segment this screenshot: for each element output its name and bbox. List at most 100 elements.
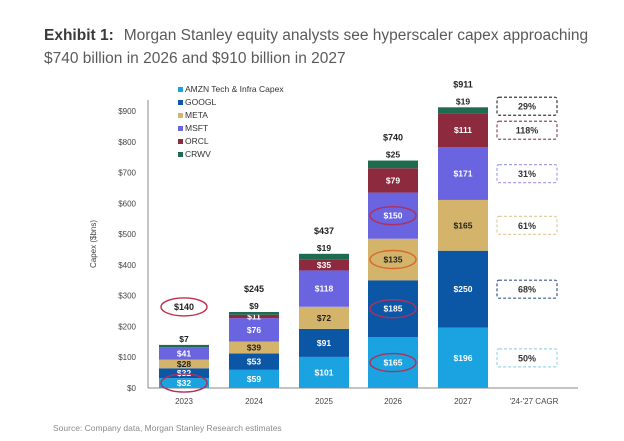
- bar-segment-label: $118: [315, 284, 334, 294]
- x-tick-label: 2027: [454, 397, 472, 406]
- chart-title: Exhibit 1: Morgan Stanley equity analysts…: [44, 24, 624, 70]
- bar-segment-label: $150: [384, 211, 403, 221]
- bar-segment: [368, 238, 418, 281]
- bar-segment: [159, 347, 209, 360]
- y-tick-label: $900: [118, 107, 136, 116]
- cagr-box: [496, 164, 558, 184]
- source-note: Source: Company data, Morgan Stanley Res…: [53, 423, 282, 433]
- bar-segment-label: $101: [315, 367, 334, 377]
- bar-segment-label: $32: [177, 378, 191, 388]
- bars: $32$32$28$41$7$140$59$53$39$76$11$9$245$…: [159, 79, 488, 388]
- bar-stack-2023: $32$32$28$41$7$140: [159, 302, 209, 388]
- bar-segment-label: $79: [386, 175, 400, 185]
- bar-segment: [438, 250, 488, 328]
- x-tick-label: 2024: [245, 397, 263, 406]
- legend-label: ORCL: [185, 136, 209, 146]
- exhibit-label: Exhibit 1:: [44, 27, 114, 44]
- bar-segment-label: $72: [317, 313, 331, 323]
- x-tick-label-cagr: '24-'27 CAGR: [510, 397, 559, 406]
- y-tick-label: $500: [118, 230, 136, 239]
- bar-segment-label: $32: [177, 368, 191, 378]
- bar-segment: [229, 369, 279, 388]
- bar-segment: [229, 318, 279, 342]
- bar-segment-label: $35: [317, 260, 331, 270]
- y-tick-label: $200: [118, 322, 136, 331]
- bar-segment-label: $53: [247, 357, 261, 367]
- bar-segment-label: $165: [454, 220, 473, 230]
- x-tick-label: 2025: [315, 397, 333, 406]
- bar-segment: [299, 328, 349, 357]
- legend-label: CRWV: [185, 149, 211, 159]
- y-tick-label: $400: [118, 261, 136, 270]
- bar-segment: [299, 356, 349, 388]
- bar-segment: [229, 311, 279, 315]
- bar-segment: [368, 280, 418, 338]
- bar-total-label: $245: [244, 284, 264, 294]
- y-axis-label: Capex ($bns): [89, 220, 98, 268]
- bar-segment: [159, 344, 209, 348]
- bar-segment: [299, 259, 349, 271]
- bar-segment: [159, 368, 209, 379]
- legend-swatch: [178, 100, 183, 105]
- bar-segment-label: $39: [247, 343, 261, 353]
- legend-swatch: [178, 87, 183, 92]
- y-tick-label: $300: [118, 292, 136, 301]
- y-axis-ticks: $0 $100 $200 $300 $400 $500 $600 $700 $800 $900: [118, 107, 136, 393]
- x-tick-label: 2023: [175, 397, 193, 406]
- cagr-value: 31%: [518, 169, 536, 179]
- bar-segment: [368, 337, 418, 388]
- bar-segment: [368, 192, 418, 239]
- bar-segment: [438, 199, 488, 251]
- highlight-circle-total: [160, 297, 208, 317]
- bar-segment: [368, 160, 418, 169]
- highlight-circle: [369, 205, 417, 226]
- bar-stack-2025: $101 $91 $72 $118 $35 $19 $437: [299, 226, 349, 388]
- cagr-box: [496, 279, 558, 299]
- legend-label: META: [185, 110, 208, 120]
- bar-total-label: $911: [453, 79, 473, 89]
- x-axis-ticks: 2023 2024 2025 2026 2027 '24-'27 CAGR: [175, 397, 559, 406]
- bar-segment-label: $171: [454, 169, 473, 179]
- highlight-circle: [160, 373, 208, 393]
- bar-segment: [438, 113, 488, 148]
- bar-segment-label: $9: [249, 301, 259, 311]
- bar-segment-label: $28: [177, 359, 191, 369]
- bar-stack-2026: $165 $185 $135 $150 $79 $25 $740: [368, 133, 418, 388]
- bar-segment: [368, 168, 418, 193]
- y-tick-label: $600: [118, 199, 136, 208]
- y-tick-label: $700: [118, 169, 136, 178]
- bar-segment: [438, 107, 488, 114]
- bar-segment-label: $7: [179, 334, 189, 344]
- bar-segment-label: $185: [384, 304, 403, 314]
- cagr-boxes: 50% 68% 61% 31% 118% 29%: [496, 96, 558, 368]
- bar-segment: [229, 353, 279, 370]
- bar-stack-2024: $59 $53 $39 $76 $11$9 $245: [229, 284, 279, 388]
- bar-segment-label: $25: [386, 150, 400, 160]
- bar-segment-label: $11: [247, 311, 261, 321]
- legend-swatch: [178, 139, 183, 144]
- bar-segment-label: $41: [177, 348, 191, 358]
- cagr-box: [496, 348, 558, 368]
- cagr-box: [496, 96, 558, 116]
- legend-label: AMZN Tech & Infra Capex: [185, 84, 284, 94]
- highlight-circle: [369, 352, 417, 373]
- bar-segment: [159, 359, 209, 369]
- cagr-value: 29%: [518, 102, 536, 112]
- bar-total-label: $740: [383, 133, 403, 143]
- cagr-box: [496, 215, 558, 235]
- legend-swatch: [178, 126, 183, 131]
- legend-swatch: [178, 152, 183, 157]
- highlight-circles: [160, 205, 417, 393]
- bar-segment-label: $76: [247, 325, 261, 335]
- legend: AMZN Tech & Infra Capex GOOGL META MSFT ORCL…: [178, 84, 284, 159]
- cagr-value: 61%: [518, 221, 536, 231]
- cagr-box: [496, 120, 558, 140]
- bar-segment: [438, 327, 488, 388]
- bar-segment-label: $111: [454, 125, 472, 135]
- bar-segment: [229, 341, 279, 354]
- bar-segment-label: $135: [384, 255, 403, 265]
- bar-segment: [299, 270, 349, 307]
- legend-swatch: [178, 113, 183, 118]
- y-tick-label: $800: [118, 138, 136, 147]
